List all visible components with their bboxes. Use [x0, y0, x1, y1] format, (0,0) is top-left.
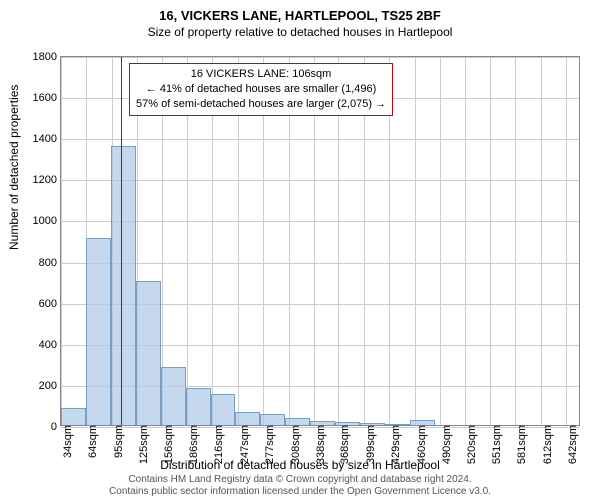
x-tick-label: 64sqm: [83, 425, 99, 458]
y-tick-label: 1000: [33, 215, 61, 227]
gridline-h: [61, 139, 579, 140]
footer-line-2: Contains public sector information licen…: [0, 486, 600, 498]
histogram-bar: [61, 408, 86, 425]
footer-line-1: Contains HM Land Registry data © Crown c…: [0, 474, 600, 486]
x-tick-label: 95sqm: [109, 425, 125, 458]
gridline-v: [515, 57, 516, 425]
y-tick-label: 800: [39, 257, 61, 269]
x-tick-label: 34sqm: [58, 425, 74, 458]
histogram-bar: [335, 422, 360, 425]
property-marker-line: [121, 57, 123, 425]
gridline-v: [440, 57, 441, 425]
y-tick-label: 1600: [33, 92, 61, 104]
histogram-bar: [186, 388, 211, 425]
gridline-v: [541, 57, 542, 425]
callout-line-2: ← 41% of detached houses are smaller (1,…: [136, 82, 386, 97]
callout-line-3: 57% of semi-detached houses are larger (…: [136, 97, 386, 112]
histogram-bar: [410, 420, 435, 425]
histogram-bar: [111, 146, 136, 425]
gridline-h: [61, 221, 579, 222]
histogram-bar: [211, 394, 236, 425]
gridline-v: [61, 57, 62, 425]
gridline-v: [465, 57, 466, 425]
histogram-bar: [86, 238, 111, 425]
y-tick-label: 1400: [33, 133, 61, 145]
callout-line-1: 16 VICKERS LANE: 106sqm: [136, 67, 386, 82]
y-tick-label: 400: [39, 339, 61, 351]
gridline-h: [61, 180, 579, 181]
histogram-bar: [136, 281, 161, 425]
histogram-bar: [235, 412, 260, 425]
gridline-v: [415, 57, 416, 425]
x-axis-title: Distribution of detached houses by size …: [0, 458, 600, 472]
gridline-h: [61, 263, 579, 264]
page-subtitle: Size of property relative to detached ho…: [0, 23, 600, 43]
gridline-v: [490, 57, 491, 425]
y-tick-label: 1800: [33, 51, 61, 63]
histogram-bar: [385, 424, 410, 425]
footer-attribution: Contains HM Land Registry data © Crown c…: [0, 474, 600, 498]
y-tick-label: 1200: [33, 174, 61, 186]
y-tick-label: 200: [39, 380, 61, 392]
callout-box: 16 VICKERS LANE: 106sqm ← 41% of detache…: [129, 63, 393, 116]
histogram-bar: [360, 423, 385, 425]
gridline-v: [566, 57, 567, 425]
gridline-h: [61, 57, 579, 58]
histogram-chart: 02004006008001000120014001600180034sqm64…: [60, 56, 580, 426]
histogram-bar: [260, 414, 285, 425]
y-axis-title: Number of detached properties: [7, 85, 21, 250]
histogram-bar: [310, 421, 335, 425]
histogram-bar: [285, 418, 310, 425]
histogram-bar: [161, 367, 186, 425]
page-title: 16, VICKERS LANE, HARTLEPOOL, TS25 2BF: [0, 0, 600, 23]
y-tick-label: 600: [39, 298, 61, 310]
